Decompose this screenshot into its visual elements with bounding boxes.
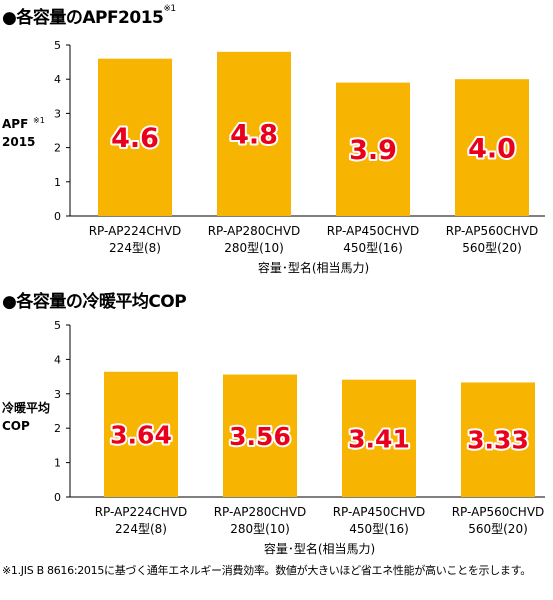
chart1-y-tick-label: 4 [54, 73, 61, 86]
chart2-y-tick-label: 3 [54, 388, 61, 401]
chart1-bar [98, 58, 172, 217]
chart2-y-axis-label-line2: COP [2, 419, 30, 433]
chart2-y-tick-label: 0 [54, 491, 61, 504]
chart2-y-tick-label: 4 [54, 353, 61, 366]
chart2-y-tick-label: 5 [54, 319, 61, 332]
chart2-bar [342, 379, 416, 497]
chart1-data-label: 4.6 [111, 123, 159, 154]
chart1-subcategory-label: 224型(8) [109, 241, 161, 255]
chart2-bar [104, 371, 178, 497]
chart2-subcategory-label: 280型(10) [230, 522, 290, 536]
footnote: ※1.JIS B 8616:2015に基づく通年エネルギー消費効率。数値が大きい… [2, 564, 531, 577]
chart2-category-label: RP-AP450CHVD [333, 505, 426, 519]
chart2-y-axis-label: 冷暖平均 [2, 400, 50, 415]
chart1-y-tick-label: 5 [54, 39, 61, 52]
chart1-y-axis-label: APF [2, 117, 28, 131]
chart1-y-tick-label: 0 [54, 210, 61, 223]
chart2-category-label: RP-AP280CHVD [214, 505, 307, 519]
chart2-subcategory-label: 224型(8) [115, 522, 167, 536]
chart1-category-label: RP-AP280CHVD [208, 224, 301, 238]
chart1-subcategory-label: 450型(16) [343, 241, 403, 255]
chart2-x-axis-label: 容量･型名(相当馬力) [264, 541, 375, 556]
chart2-data-label: 3.33 [467, 426, 529, 455]
chart1-title-note: ※1 [163, 4, 176, 14]
chart1-y-axis-label-note: ※1 [33, 116, 45, 125]
chart1-x-axis-label: 容量･型名(相当馬力) [258, 260, 369, 275]
chart1-y-tick-label: 3 [54, 107, 61, 120]
chart1-bar [336, 82, 410, 217]
chart1-bar [455, 79, 529, 216]
chart1-category-label: RP-AP560CHVD [446, 224, 539, 238]
chart1-title: ●各容量のAPF2015※1 [2, 4, 176, 28]
chart2-category-label: RP-AP560CHVD [452, 505, 545, 519]
chart2-data-label: 3.64 [110, 420, 172, 449]
chart1-category-label: RP-AP224CHVD [89, 224, 182, 238]
chart1-subcategory-label: 280型(10) [224, 241, 284, 255]
chart1-y-tick-label: 1 [54, 176, 61, 189]
chart2-subcategory-label: 560型(20) [468, 522, 528, 536]
chart2-y-tick-label: 1 [54, 457, 61, 470]
chart1-y-axis-label-line2: 2015 [2, 135, 35, 149]
chart1-y-tick-label: 2 [54, 142, 61, 155]
chart1-data-label: 3.9 [349, 135, 397, 166]
chart1-subcategory-label: 560型(20) [462, 241, 522, 255]
chart2-data-label: 3.56 [229, 422, 291, 451]
chart2-data-label: 3.41 [348, 424, 410, 453]
chart2-category-label: RP-AP224CHVD [95, 505, 188, 519]
chart1-category-label: RP-AP450CHVD [327, 224, 420, 238]
chart1-data-label: 4.8 [230, 120, 278, 151]
chart1-bar [217, 51, 291, 217]
chart1-data-label: 4.0 [468, 133, 516, 164]
charts-canvas: 0 1 2 3 4 5 4.6 RP-AP224CHVD 224型(8) 4.8 RP-AP280C… [2, 39, 545, 556]
chart2-bar [461, 382, 535, 497]
chart2-y-tick-label: 2 [54, 422, 61, 435]
chart2-bar [223, 374, 297, 497]
chart2-title: ●各容量の冷暖平均COP [2, 292, 187, 312]
chart2-subcategory-label: 450型(16) [349, 522, 409, 536]
